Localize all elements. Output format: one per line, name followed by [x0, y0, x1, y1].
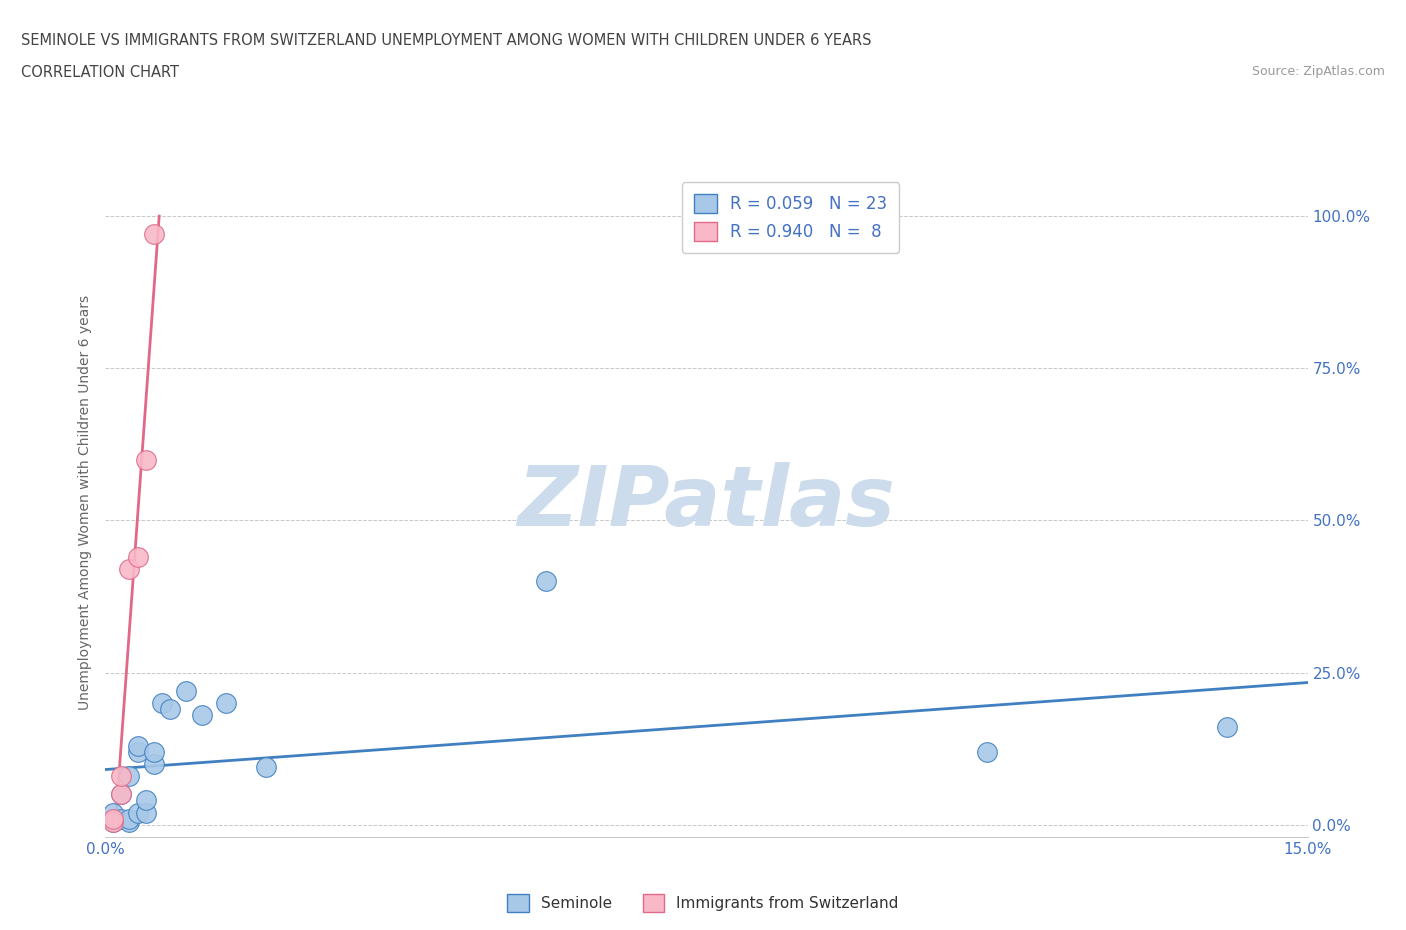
Point	[159, 702, 181, 717]
Point	[103, 815, 125, 830]
Point	[534, 574, 557, 589]
Point	[103, 815, 125, 830]
Point	[110, 787, 132, 802]
Point	[127, 744, 149, 759]
Point	[174, 684, 197, 698]
Point	[142, 756, 165, 771]
Text: ZIPatlas: ZIPatlas	[517, 461, 896, 543]
Point	[976, 744, 998, 759]
Legend: Seminole, Immigrants from Switzerland: Seminole, Immigrants from Switzerland	[502, 888, 904, 918]
Point	[103, 811, 125, 826]
Point	[135, 793, 157, 808]
Point	[135, 805, 157, 820]
Point	[150, 696, 173, 711]
Point	[127, 550, 149, 565]
Point	[127, 738, 149, 753]
Y-axis label: Unemployment Among Women with Children Under 6 years: Unemployment Among Women with Children U…	[79, 295, 93, 710]
Point	[118, 769, 141, 784]
Text: SEMINOLE VS IMMIGRANTS FROM SWITZERLAND UNEMPLOYMENT AMONG WOMEN WITH CHILDREN U: SEMINOLE VS IMMIGRANTS FROM SWITZERLAND …	[21, 33, 872, 47]
Point	[118, 811, 141, 826]
Point	[254, 760, 277, 775]
Point	[127, 805, 149, 820]
Point	[142, 227, 165, 242]
Point	[1216, 720, 1239, 735]
Point	[214, 696, 236, 711]
Point	[110, 811, 132, 826]
Point	[110, 769, 132, 784]
Point	[118, 815, 141, 830]
Text: Source: ZipAtlas.com: Source: ZipAtlas.com	[1251, 65, 1385, 78]
Point	[190, 708, 212, 723]
Point	[103, 805, 125, 820]
Text: CORRELATION CHART: CORRELATION CHART	[21, 65, 179, 80]
Point	[118, 562, 141, 577]
Point	[110, 787, 132, 802]
Point	[142, 744, 165, 759]
Point	[135, 452, 157, 467]
Legend: R = 0.059   N = 23, R = 0.940   N =  8: R = 0.059 N = 23, R = 0.940 N = 8	[682, 182, 900, 253]
